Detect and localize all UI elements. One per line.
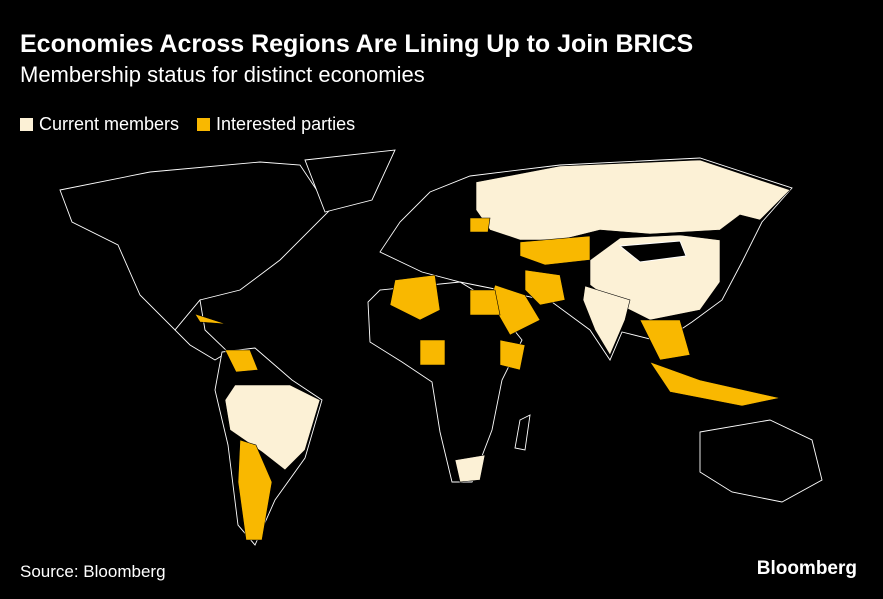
- russia: [475, 159, 791, 241]
- legend-item: Current members: [20, 114, 179, 135]
- north-america: [59, 161, 331, 331]
- india: [582, 285, 631, 356]
- indonesia: [649, 361, 781, 407]
- kazakhstan: [519, 235, 591, 266]
- brand: Bloomberg: [756, 558, 857, 579]
- legend-swatch: [197, 118, 211, 131]
- legend-item: Interested parties: [197, 114, 355, 135]
- cuba: [194, 313, 227, 325]
- greenland: [304, 149, 396, 213]
- subtitle: Membership status for distinct economies: [20, 62, 425, 87]
- madagascar: [514, 414, 531, 451]
- algeria: [389, 274, 441, 321]
- southeast-asia: [639, 319, 691, 361]
- iran: [524, 269, 566, 306]
- legend-label: Interested parties: [216, 114, 356, 134]
- interested: [194, 217, 781, 541]
- legend-label: Current members: [39, 114, 180, 134]
- ethiopia: [499, 339, 526, 371]
- south-africa: [454, 454, 486, 483]
- source: Source: Bloomberg: [20, 562, 166, 581]
- argentina: [237, 439, 273, 541]
- legend-swatch: [20, 118, 33, 131]
- venezuela: [224, 349, 259, 373]
- australia: [699, 419, 823, 503]
- mongolia: [618, 240, 687, 263]
- legend: Current members Interested parties: [20, 114, 355, 135]
- members: [224, 159, 791, 483]
- nigeria: [419, 339, 446, 366]
- title: Economies Across Regions Are Lining Up t…: [20, 30, 694, 58]
- world-map: [59, 149, 823, 546]
- belarus: [469, 217, 491, 233]
- egypt: [469, 289, 501, 316]
- brazil: [224, 384, 321, 471]
